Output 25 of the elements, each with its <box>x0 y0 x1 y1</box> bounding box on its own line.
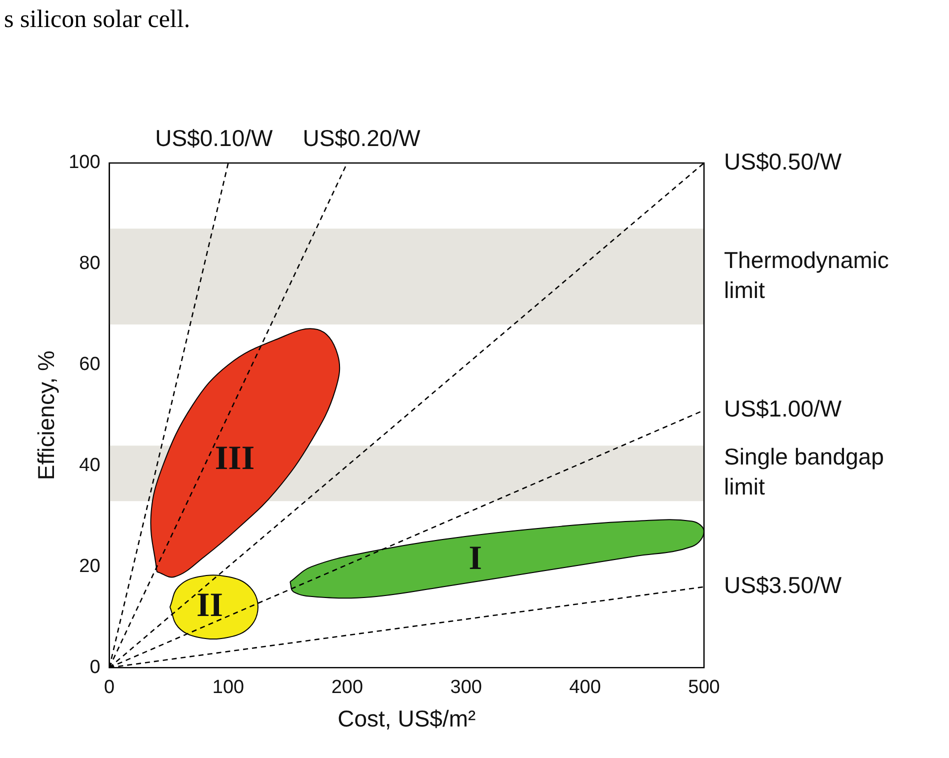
series-label: US$1.00/W <box>724 396 842 422</box>
y-tick-label: 40 <box>79 454 100 476</box>
x-tick-label: 400 <box>569 677 601 698</box>
x-tick-label: 0 <box>104 677 115 698</box>
series-label: I <box>468 540 482 578</box>
y-tick-label: 20 <box>79 556 100 577</box>
y-tick-label: 100 <box>68 152 100 174</box>
x-tick-label: 100 <box>212 677 244 698</box>
x-axis-title: Cost, US$/m² <box>338 706 476 732</box>
series-label: III <box>214 440 255 477</box>
series-label: II <box>196 586 223 624</box>
series-label: US$3.50/W <box>724 572 842 598</box>
text: s silicon solar cell. <box>4 6 190 34</box>
x-tick-label: 300 <box>450 677 482 698</box>
y-tick-label: 60 <box>79 354 100 376</box>
series-label: US$0.50/W <box>724 148 842 174</box>
x-tick-label: 200 <box>331 677 364 698</box>
y-tick-label: 0 <box>90 656 100 678</box>
band-label: Single bandgap limit <box>724 444 884 500</box>
series-label: US$0.20/W <box>302 124 421 151</box>
series-label: US$0.10/W <box>155 124 273 151</box>
band-label: Thermodynamic limit <box>724 246 889 303</box>
y-tick-label: 80 <box>79 253 100 274</box>
y-axis-title: Efficiency, % <box>33 350 60 480</box>
x-tick-label: 500 <box>688 677 720 698</box>
